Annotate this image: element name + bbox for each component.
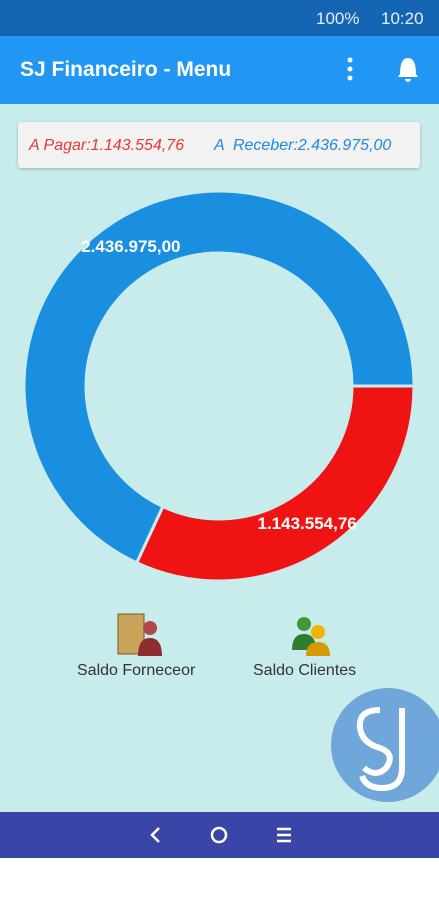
person-head <box>297 617 311 631</box>
supplier-icon[interactable] <box>112 610 168 662</box>
menu-dot <box>347 75 353 81</box>
person-body <box>306 642 330 656</box>
summary-card <box>18 122 420 168</box>
app-actions[interactable] <box>330 50 430 90</box>
logo <box>331 688 439 802</box>
donut-chart: 1.143.554,76 2.436.975,00 <box>22 189 416 583</box>
person-head <box>311 625 325 639</box>
app-bar <box>0 36 439 104</box>
menu-dot <box>347 66 353 72</box>
person-head <box>143 621 157 635</box>
data-label: 2.436.975,00 <box>81 237 180 256</box>
logo-circle <box>331 688 439 802</box>
logo-j <box>359 708 405 792</box>
home-button[interactable] <box>210 826 228 844</box>
menu-label[interactable]: Saldo Forneceor <box>77 662 196 679</box>
data-label: 1.143.554,76 <box>258 514 357 533</box>
recents-button[interactable] <box>277 827 291 843</box>
receive-total: A Receber:2.436.975,00 <box>214 137 392 154</box>
time: 10:20 <box>381 9 424 28</box>
donut-segment <box>22 189 416 565</box>
logo-s <box>356 707 393 776</box>
book <box>117 613 145 655</box>
nav-buttons[interactable] <box>0 812 439 858</box>
app-title: SJ Financeiro - Menu <box>20 58 232 81</box>
donut-segment <box>134 384 416 583</box>
nav-bar <box>0 812 439 858</box>
person-body <box>138 638 162 656</box>
bell-icon <box>398 58 418 82</box>
menu-dot <box>347 57 353 63</box>
clients-icon[interactable] <box>282 610 338 662</box>
pay-total: A Pagar:1.143.554,76 <box>29 137 185 154</box>
back-button[interactable] <box>150 827 160 843</box>
status-bar <box>0 0 439 36</box>
menu-label[interactable]: Saldo Clientes <box>253 662 357 679</box>
battery: 100% <box>316 9 360 28</box>
